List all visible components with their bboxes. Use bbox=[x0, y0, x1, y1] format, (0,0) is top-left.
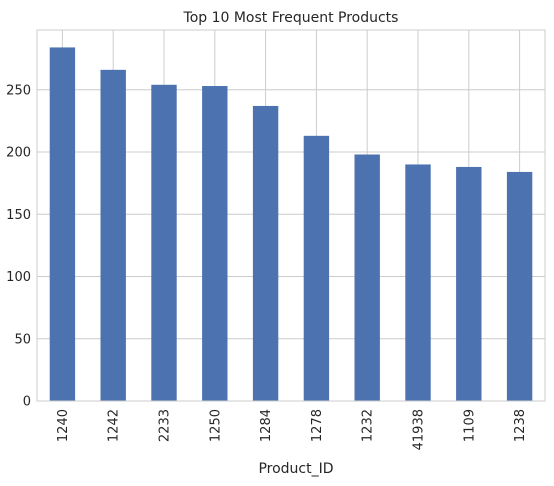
y-tick-label: 250 bbox=[6, 83, 31, 98]
x-tick-label: 41938 bbox=[412, 409, 427, 450]
y-tick-label: 0 bbox=[23, 395, 31, 410]
x-tick-label: 1284 bbox=[259, 409, 274, 442]
x-axis-ticks: 1240 1242 2233 1250 1284 1278 1232 41938 1109 123… bbox=[56, 409, 528, 450]
bar-1242 bbox=[100, 69, 126, 401]
bar-1284 bbox=[252, 105, 279, 401]
x-tick-label: 2233 bbox=[158, 409, 173, 442]
chart-title: Top 10 Most Frequent Products bbox=[183, 10, 399, 26]
x-tick-label: 1232 bbox=[361, 409, 376, 442]
x-tick-label: 1242 bbox=[107, 409, 122, 442]
y-tick-label: 50 bbox=[14, 332, 31, 347]
bar-1109 bbox=[456, 166, 482, 401]
y-tick-label: 100 bbox=[6, 270, 31, 285]
x-tick-label: 1278 bbox=[310, 409, 325, 442]
plot-frame bbox=[36, 29, 546, 402]
x-tick-label: 1109 bbox=[462, 409, 477, 442]
bar-1232 bbox=[354, 154, 380, 401]
bar-1278 bbox=[303, 135, 330, 401]
bar-1238 bbox=[506, 171, 533, 401]
bar-41938 bbox=[405, 164, 431, 401]
bar-1240 bbox=[49, 47, 76, 401]
bars bbox=[49, 47, 533, 401]
y-tick-label: 150 bbox=[6, 208, 31, 223]
bar-1250 bbox=[202, 86, 228, 401]
x-axis-title: Product_ID bbox=[258, 461, 333, 477]
x-tick-label: 1250 bbox=[208, 409, 223, 442]
bar-2233 bbox=[151, 84, 177, 401]
x-tick-label: 1238 bbox=[513, 409, 528, 442]
y-axis-ticks: 0 50 100 150 200 250 bbox=[6, 83, 31, 409]
x-tick-label: 1240 bbox=[56, 409, 71, 442]
y-tick-label: 200 bbox=[6, 146, 31, 161]
